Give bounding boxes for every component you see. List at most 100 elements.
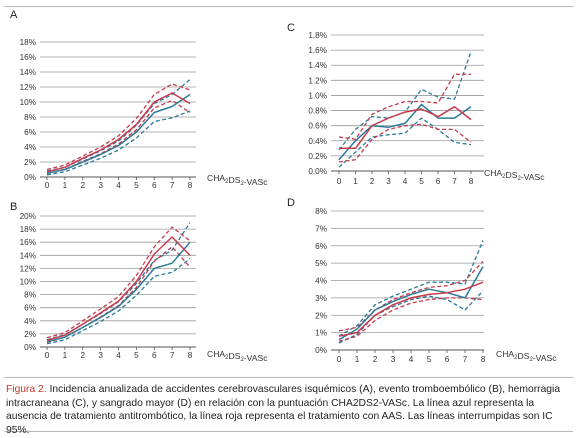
y-tick-label: 6% <box>315 242 327 251</box>
x-tick-label: 5 <box>419 177 424 186</box>
top-border <box>4 6 573 7</box>
y-tick-label: 20% <box>20 212 36 221</box>
x-tick-label: 1 <box>63 351 68 360</box>
y-tick-label: 12% <box>20 264 36 273</box>
y-tick-label: 0.4% <box>308 137 327 146</box>
x-axis-title: CHA2DS2-VASc <box>207 349 268 363</box>
x-tick-label: 2 <box>80 181 85 190</box>
y-tick-label: 0.8% <box>308 107 327 116</box>
x-tick-label: 6 <box>152 351 157 360</box>
y-tick-label: 5% <box>315 259 327 268</box>
y-tick-label: 0.2% <box>308 152 327 161</box>
y-tick-label: 8% <box>315 207 327 216</box>
y-tick-label: 3% <box>315 294 327 303</box>
y-tick-label: 7% <box>315 224 327 233</box>
x-tick-label: 6 <box>152 181 157 190</box>
series-line-red-ci <box>338 297 484 342</box>
y-tick-label: 2% <box>24 158 36 167</box>
y-tick-label: 10% <box>20 98 36 107</box>
x-tick-label: 0 <box>337 355 342 364</box>
x-tick-label: 7 <box>452 177 457 186</box>
chart-panel-b: B 0% 2% 4% 6% 8% 10% 12% 14% 16% 18% 20% 0 1 2 3 4 5 6 7 8 CH… <box>10 201 268 363</box>
series-line-red-ci <box>338 123 472 163</box>
y-tick-label: 16% <box>20 53 36 62</box>
panel-letter: B <box>10 201 17 213</box>
x-tick-label: 4 <box>403 177 408 186</box>
y-tick-label: 1.2% <box>308 76 327 85</box>
chart-panel-d: D 0% 1% 2% 3% 4% 5% 6% 7% 8% 0 1 2 3 4 5 6 7 8 CHA2DS2-VASc <box>287 197 557 364</box>
y-tick-label: 12% <box>20 83 36 92</box>
caption-label: Figura 2. <box>6 384 47 395</box>
x-axis-title: CHA2DS2-VASc <box>496 349 557 363</box>
x-tick-label: 8 <box>469 177 474 186</box>
series-line-blue-main <box>338 103 472 161</box>
y-tick-label: 14% <box>20 251 36 260</box>
y-tick-label: 2% <box>315 311 327 320</box>
x-tick-label: 3 <box>98 181 103 190</box>
y-tick-label: 6% <box>24 304 36 313</box>
series-line-red-main <box>46 236 191 342</box>
series-line-red-ci <box>338 260 484 332</box>
series-line-blue-ci <box>338 117 472 168</box>
y-tick-label: 18% <box>20 225 36 234</box>
x-tick-label: 7 <box>463 355 468 364</box>
series-line-blue-main <box>338 266 484 341</box>
panel-letter: C <box>287 22 295 34</box>
x-tick-label: 2 <box>373 355 378 364</box>
series-line-red-main <box>338 281 484 337</box>
series-line-red-main <box>46 92 191 173</box>
y-tick-label: 1.8% <box>308 31 327 40</box>
y-tick-label: 0% <box>24 173 36 182</box>
x-tick-label: 1 <box>353 177 358 186</box>
y-tick-label: 6% <box>24 128 36 137</box>
x-tick-label: 6 <box>445 355 450 364</box>
x-axis-title: CHA2DS2-VASc <box>207 173 268 187</box>
panel-letter: A <box>10 9 18 21</box>
x-tick-label: 3 <box>98 351 103 360</box>
series-line-blue-ci <box>338 290 484 344</box>
chart-panel-c: C 0.0% 0.2% 0.4% 0.6% 0.8% 1.0% 1.2% 1.4% 1.6% 1.8… <box>287 22 545 186</box>
y-tick-label: 4% <box>24 143 36 152</box>
bottom-border <box>4 431 573 432</box>
x-tick-label: 5 <box>134 181 139 190</box>
series-line-red-main <box>339 106 472 150</box>
y-tick-label: 8% <box>24 113 36 122</box>
x-tick-label: 1 <box>63 181 68 190</box>
series-line-blue-main <box>46 93 191 175</box>
y-tick-label: 2% <box>24 330 36 339</box>
y-tick-label: 0% <box>315 346 327 355</box>
panel-letter: D <box>287 197 295 209</box>
x-tick-label: 8 <box>481 355 486 364</box>
series-line-blue-ci <box>46 258 191 345</box>
y-tick-label: 1.4% <box>308 61 327 70</box>
y-tick-label: 8% <box>24 291 36 300</box>
y-tick-label: 1% <box>315 329 327 338</box>
series-line-blue-ci <box>338 240 484 337</box>
x-tick-label: 5 <box>134 351 139 360</box>
caption-text: Incidencia anualizada de accidentes cere… <box>6 384 561 436</box>
y-tick-label: 0.6% <box>308 122 327 131</box>
chart-panel-a: A 0% 2% 4% 6% 8% 10% 12% 14% 16% 18% 0 1 2 3 4 5 6 7 8 CHA2D… <box>10 9 268 190</box>
y-tick-label: 14% <box>20 68 36 77</box>
series-line-red-ci <box>46 83 191 171</box>
x-tick-label: 4 <box>409 355 414 364</box>
y-tick-label: 4% <box>24 317 36 326</box>
x-tick-label: 0 <box>337 177 342 186</box>
charts-canvas: A0%2%4%6%8%10%12%14%16%18%0 1 2 3 4 5 6 7 8CHA2D… <box>10 9 557 364</box>
y-tick-label: 1.6% <box>308 46 327 55</box>
figure-caption: Figura 2. Incidencia anualizada de accid… <box>6 383 572 437</box>
x-tick-label: 0 <box>45 351 50 360</box>
series-line-blue-main <box>46 241 191 343</box>
y-tick-label: 4% <box>315 277 327 286</box>
y-tick-label: 1.0% <box>308 91 327 100</box>
series-line-blue-ci <box>46 79 191 172</box>
x-tick-label: 4 <box>116 181 121 190</box>
x-tick-label: 3 <box>386 177 391 186</box>
x-tick-label: 0 <box>45 181 50 190</box>
y-tick-label: 0% <box>24 343 36 352</box>
x-tick-label: 7 <box>170 351 175 360</box>
x-tick-label: 5 <box>427 355 432 364</box>
series-line-red-ci <box>338 73 471 140</box>
x-tick-label: 1 <box>355 355 360 364</box>
